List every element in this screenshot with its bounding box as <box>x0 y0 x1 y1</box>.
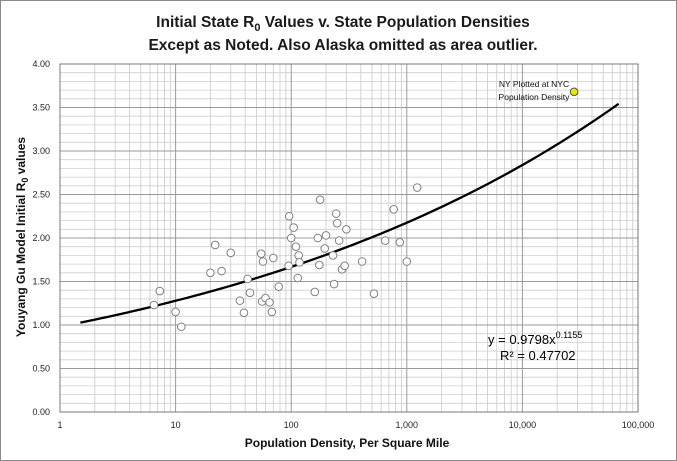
state-data-point <box>294 251 303 260</box>
y-tick-label: 2.00 <box>32 233 50 243</box>
state-data-point <box>357 257 367 266</box>
state-data-point <box>321 231 331 240</box>
state-data-point <box>291 242 301 251</box>
state-data-point <box>226 248 236 258</box>
state-data-point <box>315 260 324 270</box>
x-tick-label: 10 <box>171 420 181 430</box>
state-data-point <box>389 204 398 214</box>
state-data-point <box>342 225 351 234</box>
state-data-point <box>171 307 180 317</box>
state-data-point <box>331 209 341 218</box>
x-axis-label: Population Density, Per Square Mile <box>245 436 450 450</box>
ny-annotation-line2: Population Density <box>499 92 571 102</box>
y-tick-label: 2.50 <box>32 190 50 200</box>
state-data-point <box>315 195 325 205</box>
state-data-point <box>149 300 159 310</box>
state-data-point <box>395 238 405 247</box>
y-tick-label: 0.00 <box>32 407 50 417</box>
state-data-point <box>206 268 215 278</box>
y-tick-label: 0.50 <box>32 364 50 374</box>
state-data-point <box>293 273 303 283</box>
y-tick-label: 3.50 <box>32 103 50 113</box>
state-data-point <box>332 218 342 228</box>
chart-title-line2: Except as Noted. Also Alaska omitted as … <box>148 37 537 54</box>
state-data-point <box>268 253 278 263</box>
state-data-point <box>380 236 390 245</box>
ny-data-point <box>569 87 579 97</box>
x-tick-label: 1,000 <box>396 420 419 430</box>
trend-r-squared: R² = 0.47702 <box>500 348 576 363</box>
state-data-point <box>284 261 293 271</box>
state-data-point <box>267 307 277 317</box>
state-data-point <box>258 257 268 266</box>
state-data-point <box>210 240 220 250</box>
y-axis-label: Youyang Gu Model Initial R0 values <box>14 137 30 337</box>
state-data-point <box>295 258 304 267</box>
state-data-point <box>256 249 266 258</box>
y-tick-label: 1.00 <box>32 320 50 330</box>
state-data-point <box>334 236 344 245</box>
state-data-point <box>265 298 274 307</box>
state-data-point <box>412 183 422 192</box>
state-data-point <box>235 296 245 305</box>
x-tick-label: 100,000 <box>622 420 655 430</box>
y-tick-label: 1.50 <box>32 277 50 287</box>
trendline <box>80 102 620 324</box>
state-data-point <box>217 266 226 276</box>
x-tick-label: 100 <box>284 420 299 430</box>
state-data-point <box>320 244 330 253</box>
state-data-point <box>245 288 255 298</box>
data-points <box>149 87 579 332</box>
state-data-point <box>243 274 252 284</box>
state-data-point <box>286 233 296 243</box>
state-data-point <box>369 289 379 298</box>
y-tick-label: 3.00 <box>32 146 50 156</box>
state-data-point <box>310 287 320 297</box>
state-data-point <box>328 251 338 260</box>
state-data-point <box>176 322 186 332</box>
x-axis-ticks: 1 10 100 1,000 10,000 100,000 <box>57 420 654 430</box>
state-data-point <box>340 261 349 271</box>
state-data-point <box>289 223 298 232</box>
state-data-point <box>239 308 249 318</box>
state-data-point <box>313 233 323 243</box>
state-data-point <box>329 279 339 289</box>
state-data-point <box>274 282 284 292</box>
y-tick-label: 4.00 <box>32 59 50 69</box>
y-axis-ticks: 0.00 0.50 1.00 1.50 2.00 2.50 3.00 3.50 4.00 <box>32 59 50 417</box>
state-data-point <box>155 286 165 296</box>
chart-title-line1: Initial State R0 Values v. State Populat… <box>156 14 530 34</box>
state-data-point <box>402 257 412 266</box>
plot-border <box>59 63 639 413</box>
x-tick-label: 10,000 <box>509 420 537 430</box>
state-data-point <box>284 211 294 221</box>
x-tick-label: 1 <box>57 420 62 430</box>
ny-annotation-line1: NY Plotted at NYC <box>499 79 569 89</box>
trend-equation: y = 0.9798x0.1155 <box>488 330 582 347</box>
